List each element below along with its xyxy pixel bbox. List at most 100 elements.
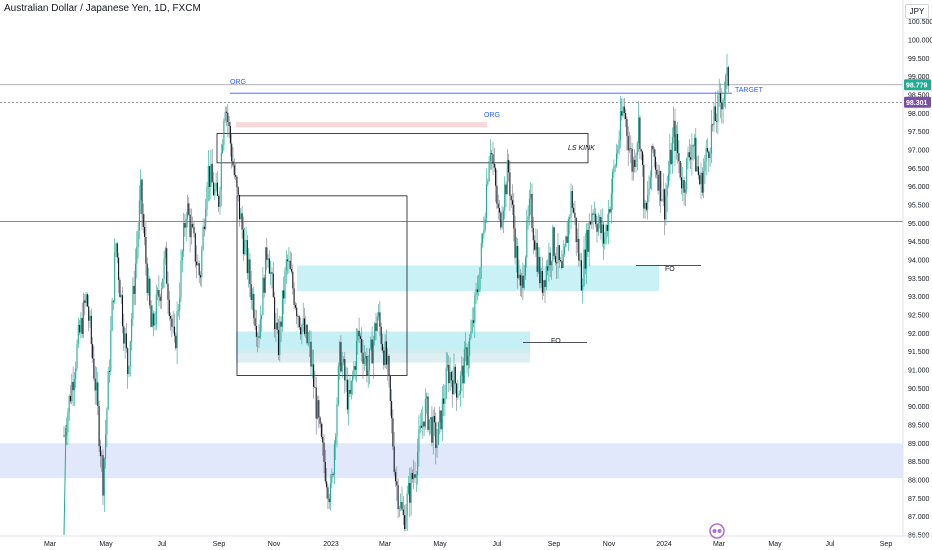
candle-body (536, 242, 538, 272)
candle-body (372, 340, 374, 364)
candle-body (306, 324, 308, 344)
candle-body (80, 318, 82, 333)
candle-body (610, 193, 612, 213)
annotation-label: LS KINK (568, 145, 595, 152)
candle-body (524, 257, 527, 276)
time-tick-label: Mar (379, 541, 392, 548)
candle-body (515, 245, 517, 258)
price-tick-label: 98.500 (908, 93, 930, 100)
candle-body (595, 213, 597, 225)
candle-body (505, 184, 507, 195)
candle-body (583, 249, 585, 286)
candle-body (333, 444, 335, 475)
candle-body (365, 355, 367, 359)
candle-body (570, 190, 572, 218)
zone-box (236, 195, 408, 376)
candle-body (550, 261, 553, 266)
candle-body (410, 472, 412, 503)
candle-body (437, 422, 439, 445)
candle-body (561, 261, 563, 269)
candle-body (391, 401, 393, 419)
candle-body (649, 176, 651, 189)
candle-body (68, 395, 70, 413)
candle-body (99, 446, 101, 457)
candle-body (92, 344, 94, 359)
candle-body (380, 326, 382, 345)
candle-body (684, 189, 686, 193)
candle-body (680, 177, 683, 189)
candle-body (514, 228, 516, 258)
candle-body (384, 341, 386, 366)
time-tick-label: Nov (268, 541, 281, 548)
candle-body (638, 117, 640, 144)
candle-body (183, 223, 185, 252)
candle-body (667, 174, 670, 186)
candle-body (387, 355, 389, 365)
candle-body (573, 207, 575, 213)
candle-body (522, 275, 524, 288)
candle-body (582, 285, 584, 291)
candle-body (428, 419, 430, 430)
candle-body (417, 452, 419, 476)
candle-body (432, 415, 434, 443)
candle-body (97, 382, 99, 407)
candle-body (511, 200, 514, 205)
candle-body (88, 306, 90, 321)
candle-body (75, 368, 77, 380)
candle-body (673, 120, 675, 137)
candle-body (584, 249, 586, 269)
candle-body (154, 323, 156, 326)
candle-body (706, 148, 709, 152)
currency-badge[interactable]: JPY (905, 4, 929, 19)
candle-body (669, 149, 671, 175)
price-tick-label: 91.000 (908, 368, 930, 375)
candle-body (232, 161, 234, 166)
candle-body (176, 311, 178, 349)
candle-body (261, 314, 263, 320)
candle-body (615, 153, 618, 166)
candle-body (98, 406, 100, 447)
candle-body (293, 288, 295, 305)
candle-body (63, 435, 65, 437)
zone-box (216, 133, 589, 164)
candle-body (72, 381, 74, 391)
candle-body (112, 300, 114, 302)
candle-body (569, 217, 571, 220)
candle-body (212, 182, 215, 196)
candle-body (210, 163, 212, 187)
candle-body (589, 221, 592, 225)
price-tick-label: 99.500 (908, 56, 930, 63)
price-tick-label: 96.500 (908, 166, 930, 173)
candle-body (586, 229, 588, 269)
candle-body (467, 355, 469, 366)
candle-body (242, 229, 244, 255)
candle-body (344, 358, 346, 381)
candle-body (459, 375, 462, 394)
candle-body (103, 458, 105, 496)
candle-body (482, 233, 484, 244)
candle-body (713, 106, 715, 126)
candle-body (359, 336, 361, 339)
candle-body (108, 371, 111, 372)
candle-body (695, 137, 697, 172)
candle-body (596, 224, 598, 232)
candle-body (327, 487, 329, 499)
candle-body (277, 329, 280, 356)
candle-body (110, 330, 112, 372)
candle-body (647, 195, 649, 210)
candle-body (281, 290, 283, 327)
candle-body (339, 342, 341, 367)
zone-demand (297, 265, 659, 292)
candle-body (358, 330, 360, 337)
candle-body (263, 277, 265, 293)
candle-body (224, 111, 226, 121)
candle-body (674, 120, 676, 152)
price-tick-label: 100.000 (908, 38, 932, 45)
candle-body (101, 455, 103, 457)
price-tick-label: 87.500 (908, 496, 930, 503)
candle-body (601, 224, 603, 234)
candle-body (313, 364, 315, 387)
candle-body (228, 122, 230, 126)
candle-body (531, 194, 533, 229)
